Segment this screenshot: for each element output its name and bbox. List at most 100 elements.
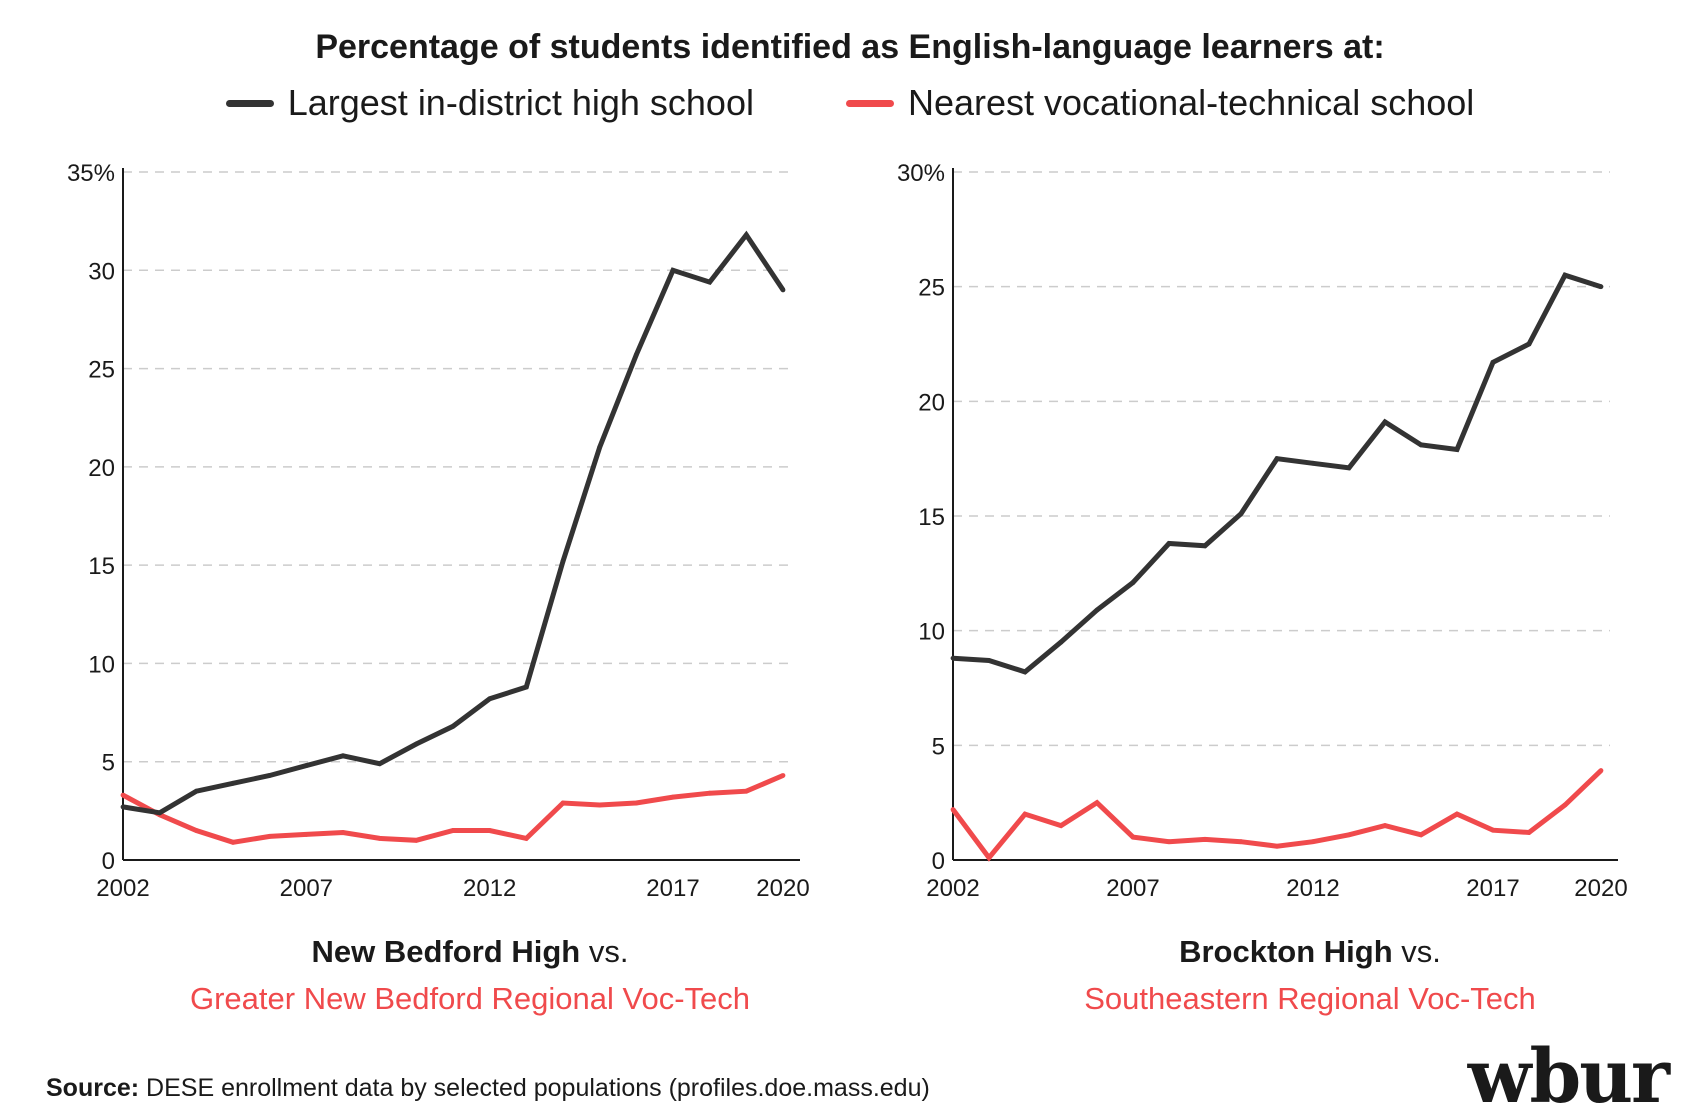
source-label: Source: (46, 1074, 140, 1102)
left-data-point-district (670, 267, 676, 273)
legend-label-voc: Nearest vocational-technical school (907, 82, 1475, 123)
left-data-point-district (523, 684, 529, 690)
left-data-point-district (230, 780, 236, 786)
right-caption: Brockton High vs. Southeastern Regional … (900, 928, 1700, 1022)
left-data-point-district (560, 558, 566, 564)
left-data-point-district (303, 763, 309, 769)
left-data-point-voc (707, 790, 713, 796)
right-data-point-voc (1562, 802, 1568, 808)
right-data-point-voc (1166, 839, 1172, 845)
chart-title: Percentage of students identified as Eng… (315, 28, 1385, 66)
right-data-point-voc (986, 855, 992, 861)
left-xtick-label: 2017 (646, 875, 699, 902)
left-data-point-voc (743, 788, 749, 794)
right-chart: 0 5 10 15 20 25 30% 2002 2007 2012 2017 2020 (897, 160, 1628, 902)
left-data-point-district (377, 761, 383, 767)
right-xtick-label: 2012 (1286, 875, 1339, 902)
legend-item-voc: Nearest vocational-technical school (845, 82, 1475, 124)
legend-swatch-red (845, 99, 894, 107)
right-ytick-label: 0 (932, 848, 945, 875)
left-voc-name: Greater New Bedford Regional Voc-Tech (189, 981, 750, 1016)
left-data-point-district (450, 723, 456, 729)
right-data-point-voc (1058, 823, 1064, 828)
right-data-point-district (1094, 607, 1100, 613)
right-data-point-voc (1202, 836, 1208, 842)
right-data-point-voc (1598, 768, 1604, 773)
left-ytick-label: 20 (88, 455, 115, 482)
right-data-point-district (950, 655, 956, 661)
right-ytick-label: 15 (918, 504, 945, 531)
left-caption-line1: New Bedford High vs. (60, 928, 880, 975)
left-xtick-label: 2002 (96, 875, 149, 902)
right-data-point-district (1418, 442, 1424, 448)
right-ytick-label: 10 (918, 619, 945, 646)
left-data-point-voc (487, 828, 493, 833)
right-data-point-district (986, 658, 992, 663)
left-data-point-voc (340, 830, 346, 835)
left-xtick-label: 2007 (280, 875, 333, 902)
right-data-point-district (1022, 669, 1028, 675)
left-data-point-voc (633, 800, 639, 806)
left-data-point-voc (670, 794, 676, 800)
right-ytick-label: 25 (918, 275, 945, 302)
right-data-point-district (1274, 456, 1280, 462)
left-data-point-district (597, 444, 603, 450)
right-data-point-district (1058, 639, 1064, 645)
left-data-point-voc (560, 800, 566, 806)
source-note: Source: DESE enrollment data by selected… (46, 1074, 930, 1103)
left-chart: 0 5 10 15 20 25 30 35% 2002 2007 2012 2017 2020 (67, 160, 810, 902)
legend-item-district: Largest in-district high school (225, 82, 754, 124)
right-data-point-district (1454, 447, 1460, 452)
right-data-point-voc (950, 807, 956, 812)
left-data-point-district (193, 788, 199, 794)
right-data-point-district (1598, 284, 1604, 290)
left-caption: New Bedford High vs. Greater New Bedford… (60, 928, 880, 1022)
right-data-point-voc (1454, 811, 1460, 817)
left-data-point-district (780, 287, 786, 293)
right-ytick-label: 5 (932, 733, 945, 760)
right-xtick-label: 2020 (1574, 875, 1627, 902)
right-ytick-label: 30% (897, 160, 945, 187)
right-data-point-district (1238, 511, 1244, 517)
left-data-point-voc (780, 773, 786, 778)
left-data-point-voc (597, 802, 603, 808)
right-caption-line1: Brockton High vs. (900, 928, 1700, 975)
right-series-line-district (952, 272, 1602, 675)
right-data-point-voc (1382, 823, 1388, 828)
left-ytick-label: 35% (67, 160, 115, 187)
left-data-point-voc (193, 828, 199, 833)
left-ytick-label: 0 (102, 848, 115, 875)
right-school-name: Brockton High (1179, 934, 1393, 969)
legend: Largest in-district high school Nearest … (0, 82, 1700, 124)
right-xtick-label: 2007 (1106, 875, 1159, 902)
right-data-point-voc (1490, 827, 1496, 833)
left-data-point-district (267, 773, 273, 778)
right-data-point-voc (1274, 843, 1280, 849)
wbur-logo: wbur (1467, 1034, 1670, 1120)
right-data-point-voc (1526, 830, 1532, 835)
left-data-point-voc (267, 834, 273, 839)
right-data-point-district (1130, 580, 1136, 585)
left-data-point-voc (230, 839, 236, 845)
right-data-point-voc (1418, 832, 1424, 838)
right-data-point-district (1310, 460, 1316, 466)
legend-swatch-black (225, 99, 274, 107)
left-ytick-label: 5 (102, 750, 115, 777)
left-data-point-voc (523, 835, 529, 841)
left-school-name: New Bedford High (311, 934, 581, 969)
right-data-point-voc (1310, 839, 1316, 845)
right-xtick-label: 2002 (926, 875, 979, 902)
left-data-point-district (413, 741, 419, 747)
source-text: DESE enrollment data by selected populat… (139, 1074, 930, 1102)
right-data-point-voc (1346, 832, 1352, 838)
left-data-point-district (120, 804, 126, 810)
left-data-point-voc (377, 835, 383, 841)
right-data-point-voc (1130, 834, 1136, 840)
right-data-point-district (1490, 359, 1496, 365)
left-ytick-label: 25 (88, 357, 115, 384)
left-data-point-district (743, 232, 749, 238)
right-vs-text: vs. (1392, 934, 1441, 969)
left-data-point-district (633, 352, 639, 358)
right-ytick-label: 20 (918, 389, 945, 416)
right-voc-name: Southeastern Regional Voc-Tech (1084, 981, 1536, 1016)
